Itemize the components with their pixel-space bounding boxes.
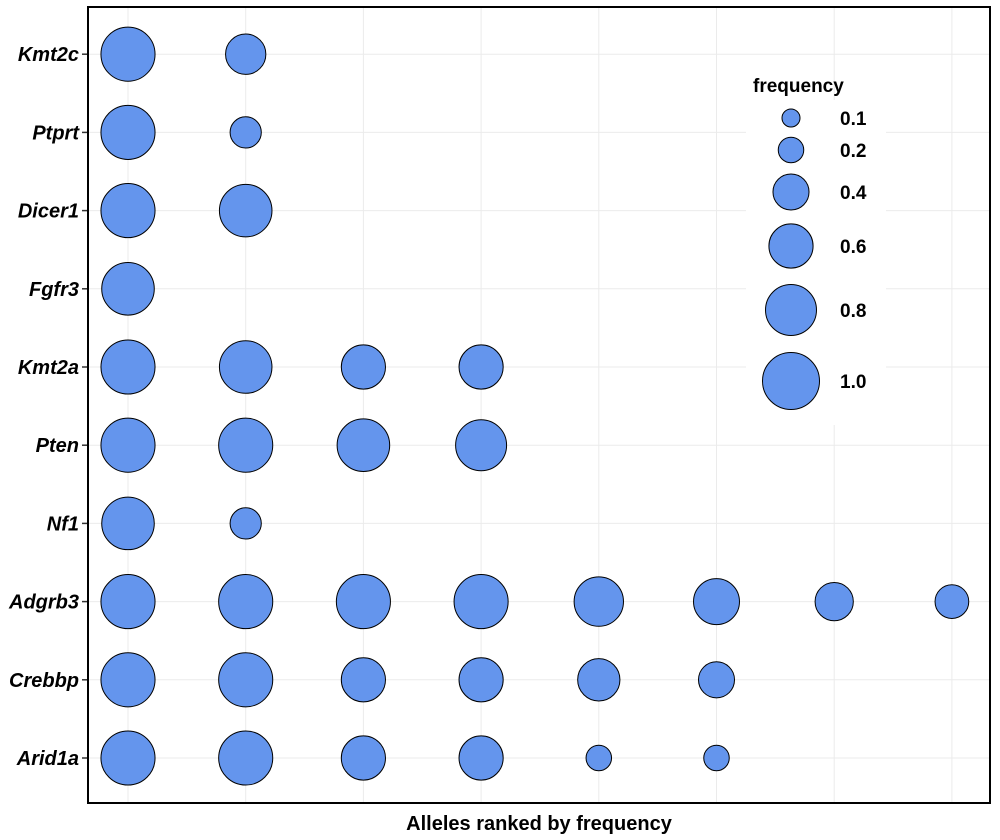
legend-label: 0.1 bbox=[840, 109, 867, 130]
legend-label: 0.6 bbox=[840, 237, 866, 258]
bubble-point bbox=[336, 418, 391, 472]
y-tick-label: Crebbp bbox=[9, 670, 79, 692]
y-axis-labels: Arid1a Crebbp Adgrb3 Nf1 Pten Kmt2a Fgfr3 Dicer… bbox=[8, 44, 80, 770]
y-tick-label: Adgrb3 bbox=[8, 592, 79, 614]
bubble-point bbox=[218, 417, 274, 473]
bubble-point bbox=[218, 730, 274, 786]
plot-panel-border bbox=[87, 6, 991, 804]
bubble-point bbox=[340, 735, 386, 781]
bubble-point bbox=[218, 183, 273, 238]
legend-key-circle bbox=[781, 108, 801, 128]
bubble-point bbox=[100, 26, 156, 82]
y-tick-label: Fgfr3 bbox=[29, 279, 79, 301]
legend-key-circle bbox=[768, 223, 814, 269]
bubble-point bbox=[573, 576, 624, 627]
y-tick-label: Ptprt bbox=[32, 122, 80, 144]
legend-key-circle bbox=[765, 284, 817, 336]
legend-key-circle bbox=[762, 352, 820, 410]
bubble-point bbox=[100, 574, 156, 630]
y-tick-label: Nf1 bbox=[47, 513, 79, 535]
legend-key-circle bbox=[772, 173, 810, 211]
bubble-point bbox=[455, 419, 508, 472]
bubble-point bbox=[577, 658, 621, 702]
y-tick-label: Kmt2a bbox=[18, 357, 79, 379]
y-tick-label: Pten bbox=[36, 435, 79, 457]
y-tick-label: Dicer1 bbox=[18, 201, 79, 223]
bubble-point bbox=[458, 657, 504, 703]
bubble-point bbox=[100, 104, 156, 160]
legend-title: frequency bbox=[753, 76, 844, 97]
bubble-point bbox=[453, 574, 509, 630]
bubble-point bbox=[229, 116, 262, 149]
bubble-point bbox=[218, 574, 274, 630]
legend-key-circle bbox=[777, 136, 805, 164]
bubble-point bbox=[340, 344, 386, 390]
legend-label: 0.4 bbox=[840, 183, 867, 204]
bubble-point bbox=[100, 730, 156, 786]
bubble-point bbox=[585, 744, 613, 772]
bubble-point bbox=[458, 344, 504, 390]
legend: frequency 0.1 0.2 0.4 0.6 0.8 1.0 bbox=[746, 76, 886, 425]
y-tick-label: Kmt2c bbox=[18, 44, 79, 66]
x-axis-title: Alleles ranked by frequency bbox=[406, 813, 673, 835]
legend-label: 0.8 bbox=[840, 301, 866, 322]
bubble-point bbox=[934, 584, 970, 619]
data-points bbox=[100, 26, 970, 786]
legend-label: 1.0 bbox=[840, 372, 866, 393]
bubble-point bbox=[100, 183, 156, 239]
bubble-point bbox=[458, 735, 504, 781]
y-tick-label: Arid1a bbox=[16, 748, 79, 770]
bubble-point bbox=[101, 262, 155, 316]
bubble-point bbox=[101, 496, 155, 551]
legend-items: 0.1 0.2 0.4 0.6 0.8 1.0 bbox=[746, 100, 886, 425]
bubble-point bbox=[218, 340, 273, 394]
bubble-point bbox=[225, 33, 267, 75]
bubble-point bbox=[703, 744, 730, 772]
bubble-point bbox=[814, 581, 854, 622]
bubble-point bbox=[335, 574, 391, 630]
bubble-point bbox=[100, 652, 156, 708]
bubble-point bbox=[693, 578, 740, 626]
bubble-point bbox=[697, 661, 736, 699]
bubble-point bbox=[340, 657, 386, 703]
legend-label: 0.2 bbox=[840, 141, 866, 162]
bubble-point bbox=[100, 417, 156, 473]
bubble-point bbox=[229, 507, 262, 540]
bubble-point bbox=[100, 339, 156, 395]
bubble-point bbox=[218, 652, 274, 708]
